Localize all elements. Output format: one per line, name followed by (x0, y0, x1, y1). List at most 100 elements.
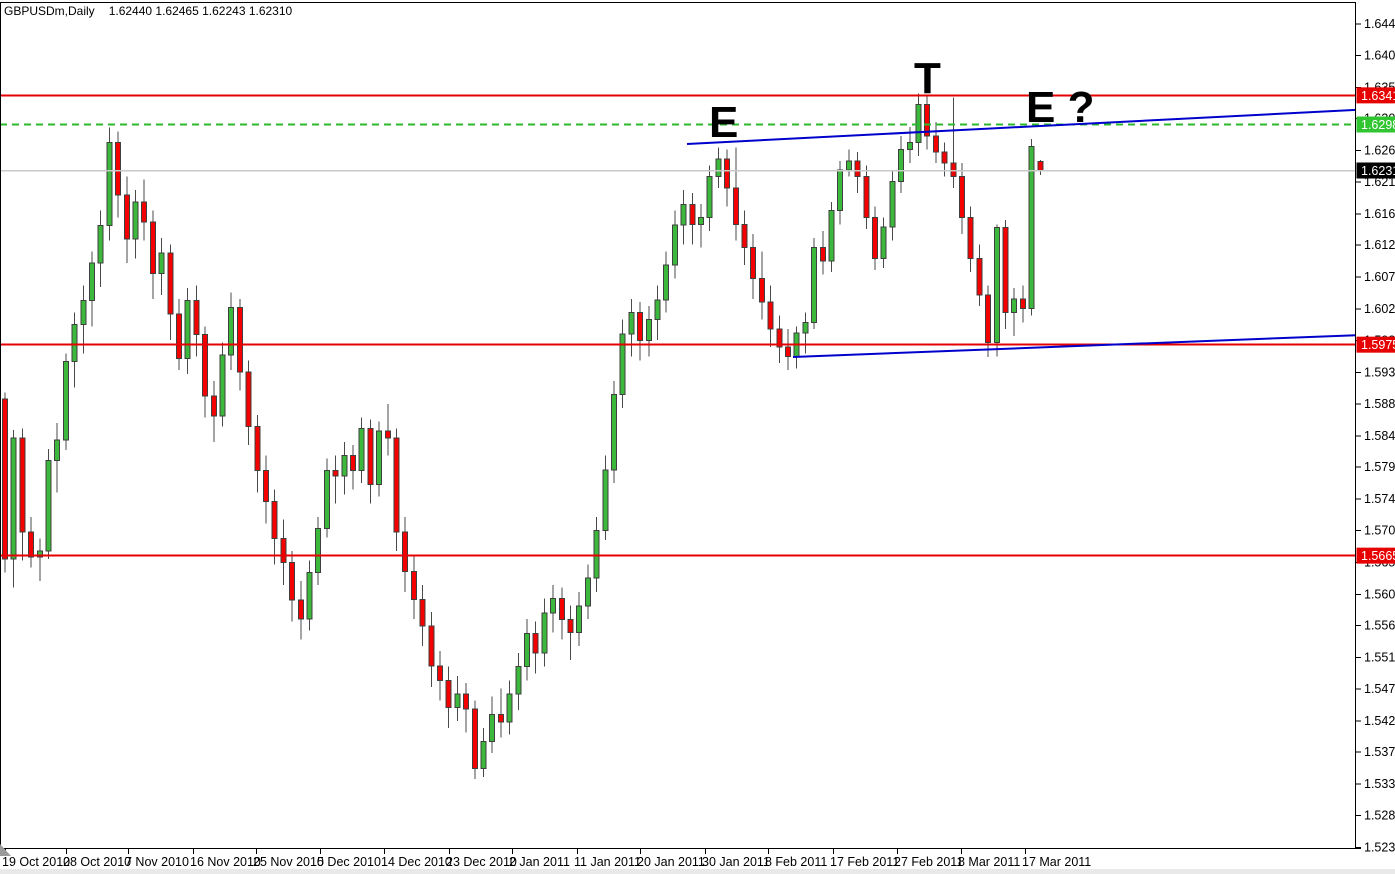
candle-body (689, 204, 696, 225)
candle-body (863, 176, 870, 218)
candle-body (158, 252, 165, 274)
candle-body (776, 328, 783, 348)
symbol-period-label: GBPUSDm,Daily (4, 4, 95, 18)
candle-body (263, 470, 269, 502)
candle-body (515, 666, 522, 695)
price-line-label-box (1356, 116, 1395, 133)
price-axis: 1.644701.640101.635401.630801.626101.621… (1355, 17, 1395, 855)
candle-body (271, 500, 278, 540)
price-tick-label: 1.54700 (1364, 682, 1395, 696)
price-tick-label: 1.59350 (1364, 365, 1395, 379)
price-line-label: 1.62310 (1361, 164, 1395, 178)
price-tick-label: 1.60750 (1364, 270, 1395, 284)
candle-body (45, 459, 52, 552)
candle-body (898, 148, 905, 182)
candle-body (437, 665, 443, 681)
ohlc-quote-label: 1.62440 1.62465 1.62243 1.62310 (108, 4, 293, 18)
candle-body (132, 201, 139, 240)
candle-body (2, 398, 8, 560)
candle-body (454, 693, 461, 708)
candle-body (1002, 227, 1009, 314)
candle-body (941, 151, 948, 164)
price-tick-label: 1.54230 (1364, 714, 1395, 728)
candle-body (71, 323, 78, 363)
window-footer-strip (0, 869, 1395, 874)
candle-body (819, 246, 826, 262)
candle-body (471, 708, 478, 770)
candle-body (428, 625, 435, 667)
price-tick-label: 1.53770 (1364, 745, 1395, 759)
candle-body (376, 430, 383, 485)
candle-body (350, 455, 356, 472)
candle-body (628, 312, 635, 335)
date-tick-label: 8 Mar 2011 (958, 855, 1020, 869)
candle-body (184, 299, 191, 359)
price-line-label-box (1356, 162, 1395, 179)
candle-body (123, 194, 130, 240)
price-tick-label: 1.55630 (1364, 619, 1395, 633)
price-tick-label: 1.56090 (1364, 587, 1395, 601)
price-line-label: 1.56651 (1361, 549, 1395, 563)
candle-body (245, 371, 252, 427)
price-tick-label: 1.62610 (1364, 144, 1395, 158)
candle-body (584, 577, 591, 607)
candle-body (315, 527, 322, 574)
price-tick-label: 1.61680 (1364, 207, 1395, 221)
candle-body (698, 216, 704, 225)
candle-body (106, 142, 113, 227)
candle-body (402, 531, 409, 572)
candle-body (802, 321, 809, 334)
date-tick-label: 16 Nov 2010 (190, 855, 261, 869)
candle-body (837, 169, 844, 212)
date-tick-label: 7 Nov 2010 (125, 855, 189, 869)
candle-body (567, 619, 574, 634)
price-tick-label: 1.53300 (1364, 777, 1395, 791)
candle-body (176, 313, 182, 359)
candle-body (1011, 298, 1018, 314)
candle-body (654, 299, 661, 321)
candle-body (872, 216, 878, 259)
date-tick-label: 17 Feb 2011 (830, 855, 899, 869)
candle-body (115, 142, 122, 196)
candle-body (463, 693, 470, 710)
candle-body (167, 252, 174, 315)
price-tick-label: 1.64010 (1364, 48, 1395, 62)
candle-body (967, 216, 974, 259)
candle-body (959, 176, 965, 218)
candle-body (706, 176, 713, 218)
candle-body (62, 361, 69, 441)
candles-layer (2, 93, 1044, 779)
candle-body (367, 427, 374, 485)
candle-body (384, 430, 391, 439)
candle-body (750, 246, 757, 280)
candle-body (1037, 161, 1044, 172)
candle-body (19, 437, 26, 533)
candle-body (393, 437, 400, 533)
candle-body (1019, 298, 1026, 310)
price-tick-label: 1.64470 (1364, 17, 1395, 31)
candle-body (202, 334, 209, 397)
candle-body (236, 306, 243, 373)
candle-body (341, 455, 348, 477)
candle-body (880, 226, 887, 259)
price-tick-label: 1.61220 (1364, 238, 1395, 252)
price-tick-label: 1.58890 (1364, 397, 1395, 411)
candle-body (741, 223, 748, 248)
candle-body (89, 262, 95, 301)
candle-body (619, 333, 626, 395)
candle-body (141, 201, 148, 223)
price-tick-label: 1.55160 (1364, 651, 1395, 665)
candle-body (323, 470, 330, 529)
price-line-label-box (1356, 547, 1395, 564)
candle-body (219, 354, 226, 417)
date-tick-label: 17 Mar 2011 (1022, 855, 1091, 869)
date-tick-label: 5 Dec 2010 (317, 855, 381, 869)
candle-body (332, 470, 339, 477)
candle-body (550, 598, 557, 614)
candle-body (889, 180, 896, 228)
chart-title: GBPUSDm,Daily 1.62440 1.62465 1.62243 1.6… (4, 4, 292, 18)
candle-body (602, 469, 609, 532)
